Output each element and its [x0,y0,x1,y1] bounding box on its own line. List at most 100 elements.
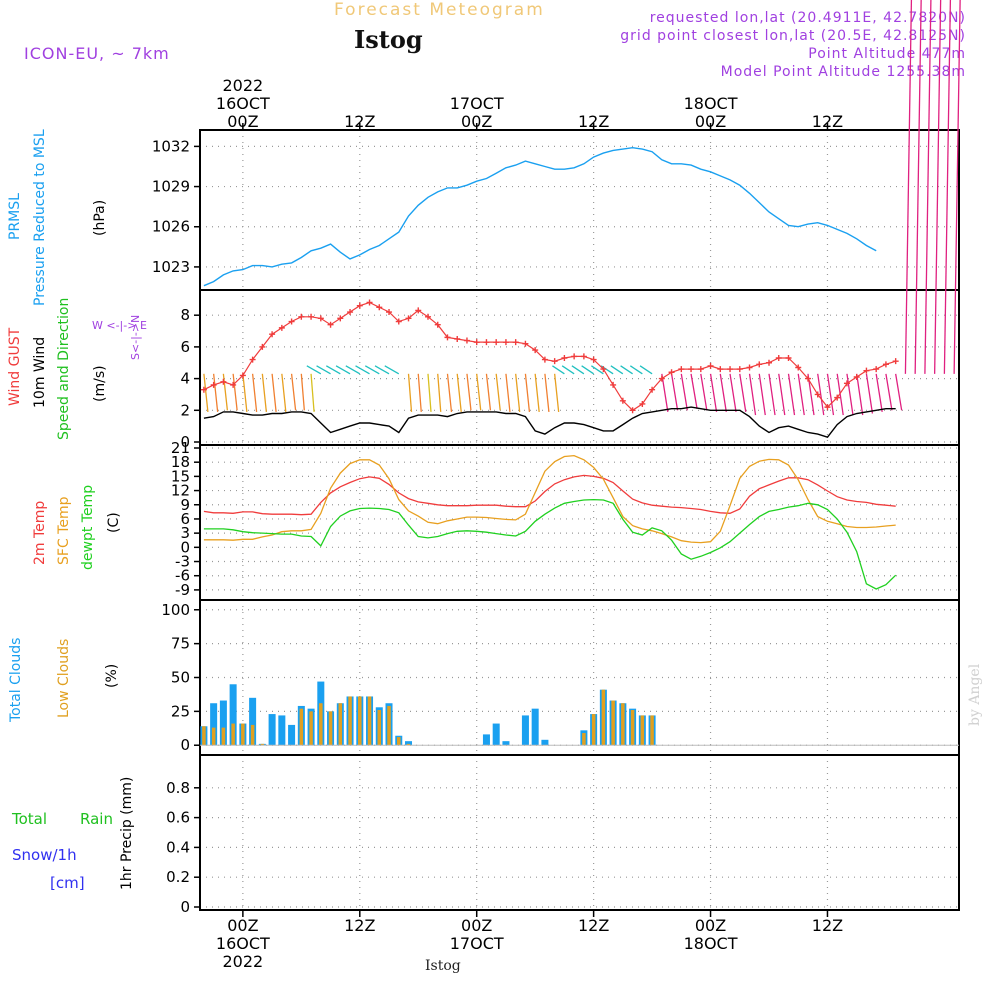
wind-gust-marker [561,354,568,361]
total-clouds-bar [219,700,227,746]
wind-direction-arrow [524,373,531,412]
rain-label: Rain [80,810,113,828]
y-tick-label: 3 [180,524,190,542]
wind-gust-marker [366,299,373,306]
wind-direction-arrow [306,365,322,375]
wind-direction-arrow [875,373,883,412]
wind-direction-arrow [552,365,565,375]
wind-gust-marker [824,404,831,411]
low-clouds-bar [338,703,343,746]
low-clouds-bar [387,705,391,746]
wind-gust-marker [288,318,295,325]
wind-gust-marker [522,340,529,347]
wind-gust-marker [717,366,724,373]
y-tick-label: 4 [180,370,190,388]
x-tick-label-top: 12Z [812,112,843,131]
wind-gust-marker [532,347,539,354]
low-clouds-bar [309,711,313,746]
cm-label: [cm] [50,874,85,892]
wind-gust-marker [249,356,256,363]
wind-gust-marker [463,337,470,344]
wind-gust-marker [804,375,811,382]
wind-direction-arrow [495,373,501,411]
y-tick-label: 1026 [152,218,190,236]
low-clouds-bar [640,715,645,746]
y-tick-label: 0 [180,538,190,556]
wind-gust-marker [512,339,519,346]
y-tick-label: 1032 [152,137,190,155]
x-tick-label-top: 00Z [695,112,726,131]
total-clouds-bar [268,714,276,746]
wind-direction-arrow [355,365,370,375]
wind-gust-marker [834,394,841,401]
panel-frame [199,289,960,446]
wind-direction-arrow [271,373,277,412]
wind-gust-marker [766,359,773,366]
wind-gust-marker [639,400,646,407]
wind-gust-marker [298,313,305,320]
sfctemp-line [203,454,896,544]
wind-direction-arrow [787,373,796,416]
wind-direction-arrow [466,373,472,411]
y-tick-label: 0 [180,736,190,754]
wind-gust-marker [327,321,334,328]
wind-direction-arrow [437,373,442,412]
x-tick-label-bottom: 18OCT [684,934,738,953]
low-clouds-bar [650,715,654,746]
wind-direction-arrow [515,373,521,412]
pressure-line [203,146,877,287]
y-tick-label: -6 [175,567,190,585]
wind-gust-marker [649,386,656,393]
snow-label: Snow/1h [12,846,77,864]
wind-gust-marker [746,364,753,371]
wind-direction-arrow [729,373,737,412]
wind-direction-arrow [836,373,844,416]
low-clouds-bar [319,703,323,746]
low-clouds-bar [211,727,216,746]
x-tick-label-bottom: 2022 [223,952,264,971]
low-clouds-bar [250,724,255,746]
wind-direction-arrow [680,373,688,411]
temp2m-line [203,474,896,516]
wind-gust-marker [415,307,422,314]
wind-direction-arrow [374,365,390,375]
wind-direction-arrow [953,0,961,374]
x-tick-label-bottom: 17OCT [450,934,504,953]
total-clouds-bar [521,715,529,746]
wind-direction-arrow [281,373,287,412]
low-clouds-bar [299,708,304,746]
wind-direction-arrow [933,0,942,374]
x-tick-label-bottom: 00Z [227,916,258,935]
wind-direction-arrow [885,373,893,411]
wind-gust-marker [269,331,276,338]
x-tick-label-bottom: 12Z [344,916,375,935]
wind-direction-arrow [476,373,482,411]
low-clouds-bar [377,710,382,746]
wind-direction-arrow [904,0,913,374]
wind-gust-marker [434,321,441,328]
y-tick-label: 1023 [152,258,190,276]
wind-gust-marker [347,309,354,316]
wind-gust-marker [727,366,734,373]
wind-gust-marker [892,358,899,365]
x-tick-label-bottom: 00Z [695,916,726,935]
location-title: Istog [354,25,423,54]
wind-direction-arrow [895,373,903,411]
low-clouds-bar [397,737,401,746]
model-altitude: Model Point Altitude 1255.38m [720,64,966,80]
x-tick-label-top: 00Z [461,112,492,131]
wind-direction-arrow [661,373,669,412]
x-tick-label-bottom: 16OCT [216,934,270,953]
wind-direction-arrow [709,373,718,412]
wind-direction-arrow [364,365,380,375]
wind-direction-arrow [943,0,952,374]
wind-direction-arrow [203,373,209,412]
wind-gust-marker [697,366,704,373]
wind-direction-arrow [561,365,575,375]
y-tick-label: 18 [171,453,190,471]
wind-gust-marker [317,315,324,322]
x-tick-label-top: 16OCT [216,94,270,113]
y-tick-label: 12 [171,482,190,500]
wind-direction-arrow [797,373,805,416]
